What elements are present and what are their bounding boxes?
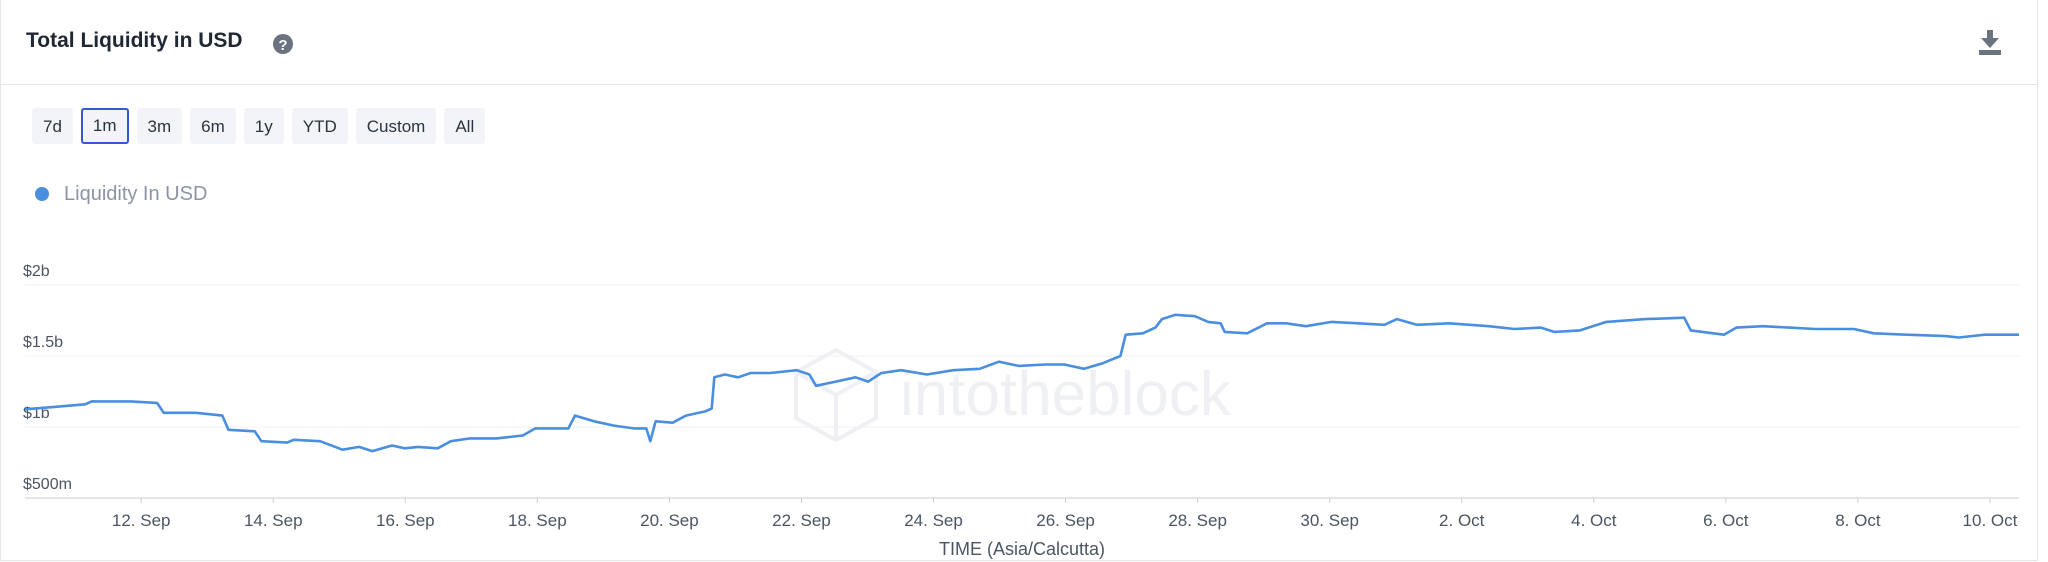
download-icon[interactable] bbox=[1979, 30, 2001, 55]
range-button[interactable]: 1m bbox=[80, 108, 129, 144]
x-tick-label: 28. Sep bbox=[1168, 511, 1227, 530]
y-tick-label: $2b bbox=[23, 263, 50, 280]
x-tick-label: 2. Oct bbox=[1439, 511, 1485, 530]
x-tick-label: 20. Sep bbox=[640, 511, 699, 530]
y-tick-label: $500m bbox=[23, 476, 72, 493]
watermark: intotheblock bbox=[900, 360, 1232, 429]
x-tick-label: 26. Sep bbox=[1036, 511, 1095, 530]
legend-marker[interactable] bbox=[35, 187, 49, 201]
x-tick-label: 22. Sep bbox=[772, 511, 831, 530]
x-tick-label: 16. Sep bbox=[376, 511, 435, 530]
x-tick-label: 14. Sep bbox=[244, 511, 303, 530]
x-tick-label: 24. Sep bbox=[904, 511, 963, 530]
x-axis-title: TIME (Asia/Calcutta) bbox=[939, 539, 1105, 559]
range-button[interactable]: All bbox=[444, 108, 486, 144]
x-tick-label: 4. Oct bbox=[1571, 511, 1617, 530]
series-line bbox=[24, 313, 2019, 453]
legend-label[interactable]: Liquidity In USD bbox=[64, 183, 207, 205]
range-button[interactable]: 6m bbox=[190, 108, 236, 144]
range-button[interactable]: 3m bbox=[136, 108, 183, 144]
range-button[interactable]: 1y bbox=[243, 108, 284, 144]
title: Total Liquidity in USD bbox=[26, 29, 243, 52]
range-button[interactable]: Custom bbox=[355, 108, 437, 144]
x-tick-label: 18. Sep bbox=[508, 511, 567, 530]
range-buttons: 7d 1m 3m 6m 1y YTD Custom All bbox=[32, 108, 486, 144]
x-tick-label: 8. Oct bbox=[1835, 511, 1881, 530]
x-tick-label: 12. Sep bbox=[112, 511, 171, 530]
x-tick-label: 10. Oct bbox=[1963, 511, 2018, 530]
range-button[interactable]: YTD bbox=[291, 108, 348, 144]
header: Total Liquidity in USD bbox=[1, 0, 2037, 85]
help-icon[interactable]: ? bbox=[273, 34, 293, 54]
range-button[interactable]: 7d bbox=[32, 108, 73, 144]
x-tick-label: 30. Sep bbox=[1300, 511, 1359, 530]
x-tick-label: 6. Oct bbox=[1703, 511, 1749, 530]
y-tick-label: $1.5b bbox=[23, 334, 63, 351]
svg-text:?: ? bbox=[278, 37, 287, 54]
